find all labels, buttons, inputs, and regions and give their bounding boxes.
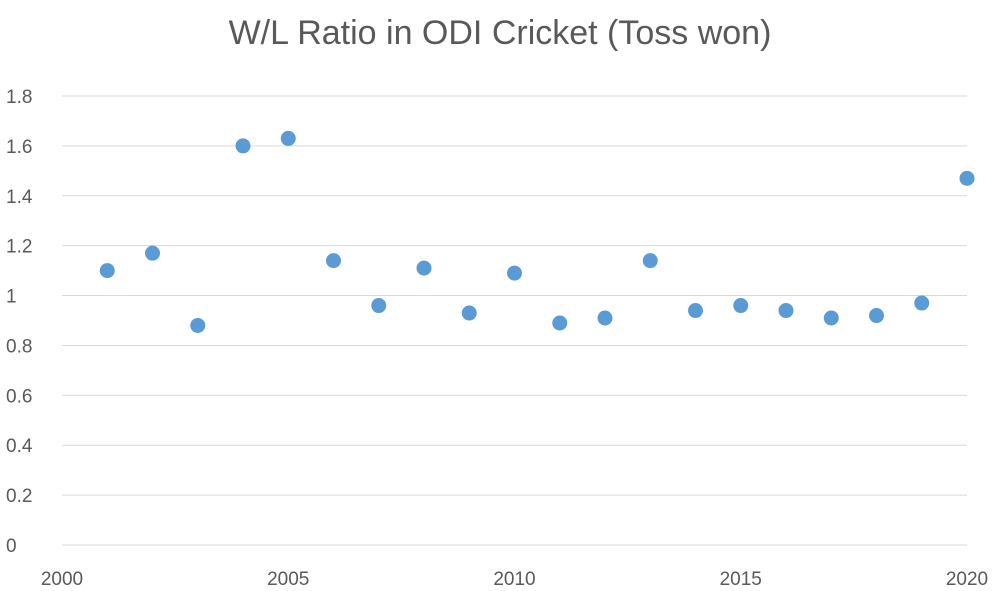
data-point-2004 (235, 138, 251, 154)
y-tick-label: 0.4 (6, 436, 33, 457)
data-point-2002 (145, 245, 160, 261)
data-point-2003 (190, 317, 206, 333)
y-tick-label: 1.4 (6, 187, 33, 208)
data-point-2012 (597, 310, 613, 326)
data-point-2010 (507, 265, 522, 281)
y-tick-label: 0.8 (6, 336, 32, 357)
x-tick-label: 2015 (720, 569, 762, 590)
y-tick-label: 0.2 (6, 486, 32, 507)
data-point-2006 (326, 253, 341, 269)
x-tick-label: 2010 (493, 569, 535, 590)
data-point-2001 (99, 263, 115, 279)
y-tick-label: 1.6 (6, 137, 32, 158)
y-tick-label: 1.2 (6, 237, 32, 258)
y-tick-label: 0 (6, 536, 17, 557)
y-axis-tick-labels: 0 0.2 0.4 0.6 0.8 1 1.2 1.4 1.6 1.8 (6, 87, 33, 557)
data-point-2019 (914, 295, 930, 311)
y-tick-label: 0.6 (6, 386, 32, 407)
data-point-2005 (280, 130, 296, 146)
data-point-2018 (869, 308, 884, 324)
data-point-2009 (461, 305, 477, 321)
data-point-2017 (823, 310, 839, 326)
x-tick-label: 2000 (41, 569, 83, 590)
data-point-2014 (688, 303, 703, 319)
data-point-2007 (371, 298, 387, 314)
data-points (99, 130, 975, 333)
chart-title: W/L Ratio in ODI Cricket (Toss won) (228, 14, 772, 52)
data-point-2020 (959, 170, 975, 186)
y-tick-label: 1.8 (6, 87, 32, 108)
data-point-2013 (642, 253, 658, 269)
x-tick-label: 2020 (946, 569, 988, 590)
grid-lines (62, 95, 967, 546)
x-axis-tick-labels: 2000 2005 2010 2015 2020 (41, 569, 988, 590)
x-tick-label: 2005 (267, 569, 309, 590)
data-point-2011 (552, 315, 568, 331)
data-point-2015 (733, 298, 749, 314)
data-point-2008 (416, 260, 432, 276)
data-point-2016 (778, 303, 794, 319)
y-tick-label: 1 (6, 287, 17, 308)
